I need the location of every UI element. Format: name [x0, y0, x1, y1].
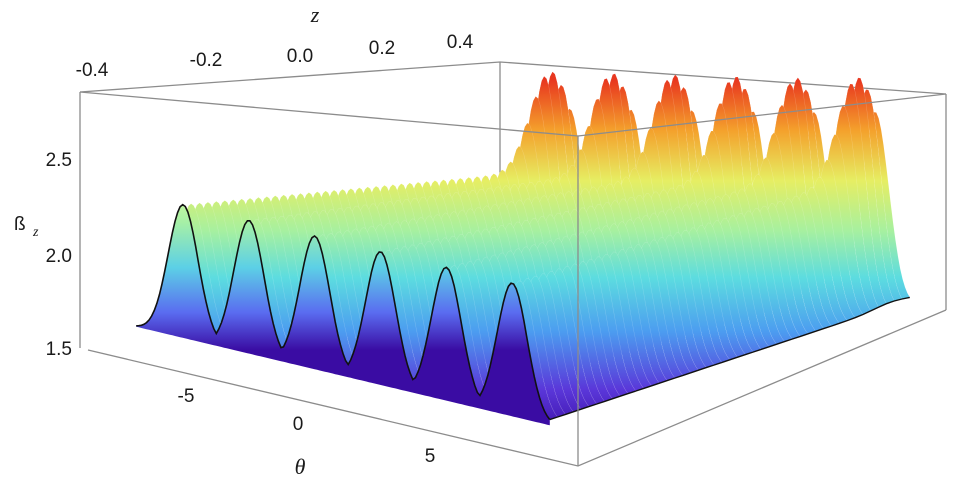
beta-tick-label: 2.5 [46, 150, 72, 171]
theta-tick-label: 0 [293, 414, 304, 435]
z-tick-label: -0.4 [76, 60, 109, 81]
ticks: -0.4 -0.2 0.0 0.2 0.4 -5 0 5 1.5 2.0 2.5 [46, 32, 474, 467]
box-front [79, 91, 947, 467]
z-tick-label: -0.2 [190, 50, 223, 71]
axis-labels: z θ ß z [14, 2, 320, 479]
theta-tick-label: 5 [425, 446, 436, 467]
front-face [136, 204, 550, 426]
theta-axis-title: θ [295, 454, 306, 479]
front-profile-line [136, 203, 551, 421]
z-tick-label: 0.0 [287, 46, 313, 67]
z-tick-label: 0.4 [447, 32, 474, 53]
beta-axis-label: ß [14, 214, 26, 235]
side-profile-line [549, 296, 910, 421]
beta-tick-label: 1.5 [46, 339, 72, 360]
z-axis-title: z [310, 2, 320, 27]
beta-axis-subscript: z [32, 225, 39, 240]
beta-tick-label: 2.0 [46, 246, 72, 267]
surface [136, 71, 911, 426]
theta-tick-label: -5 [178, 386, 195, 407]
z-tick-label: 0.2 [369, 38, 395, 59]
beta-axis-title: ß z [14, 214, 39, 240]
